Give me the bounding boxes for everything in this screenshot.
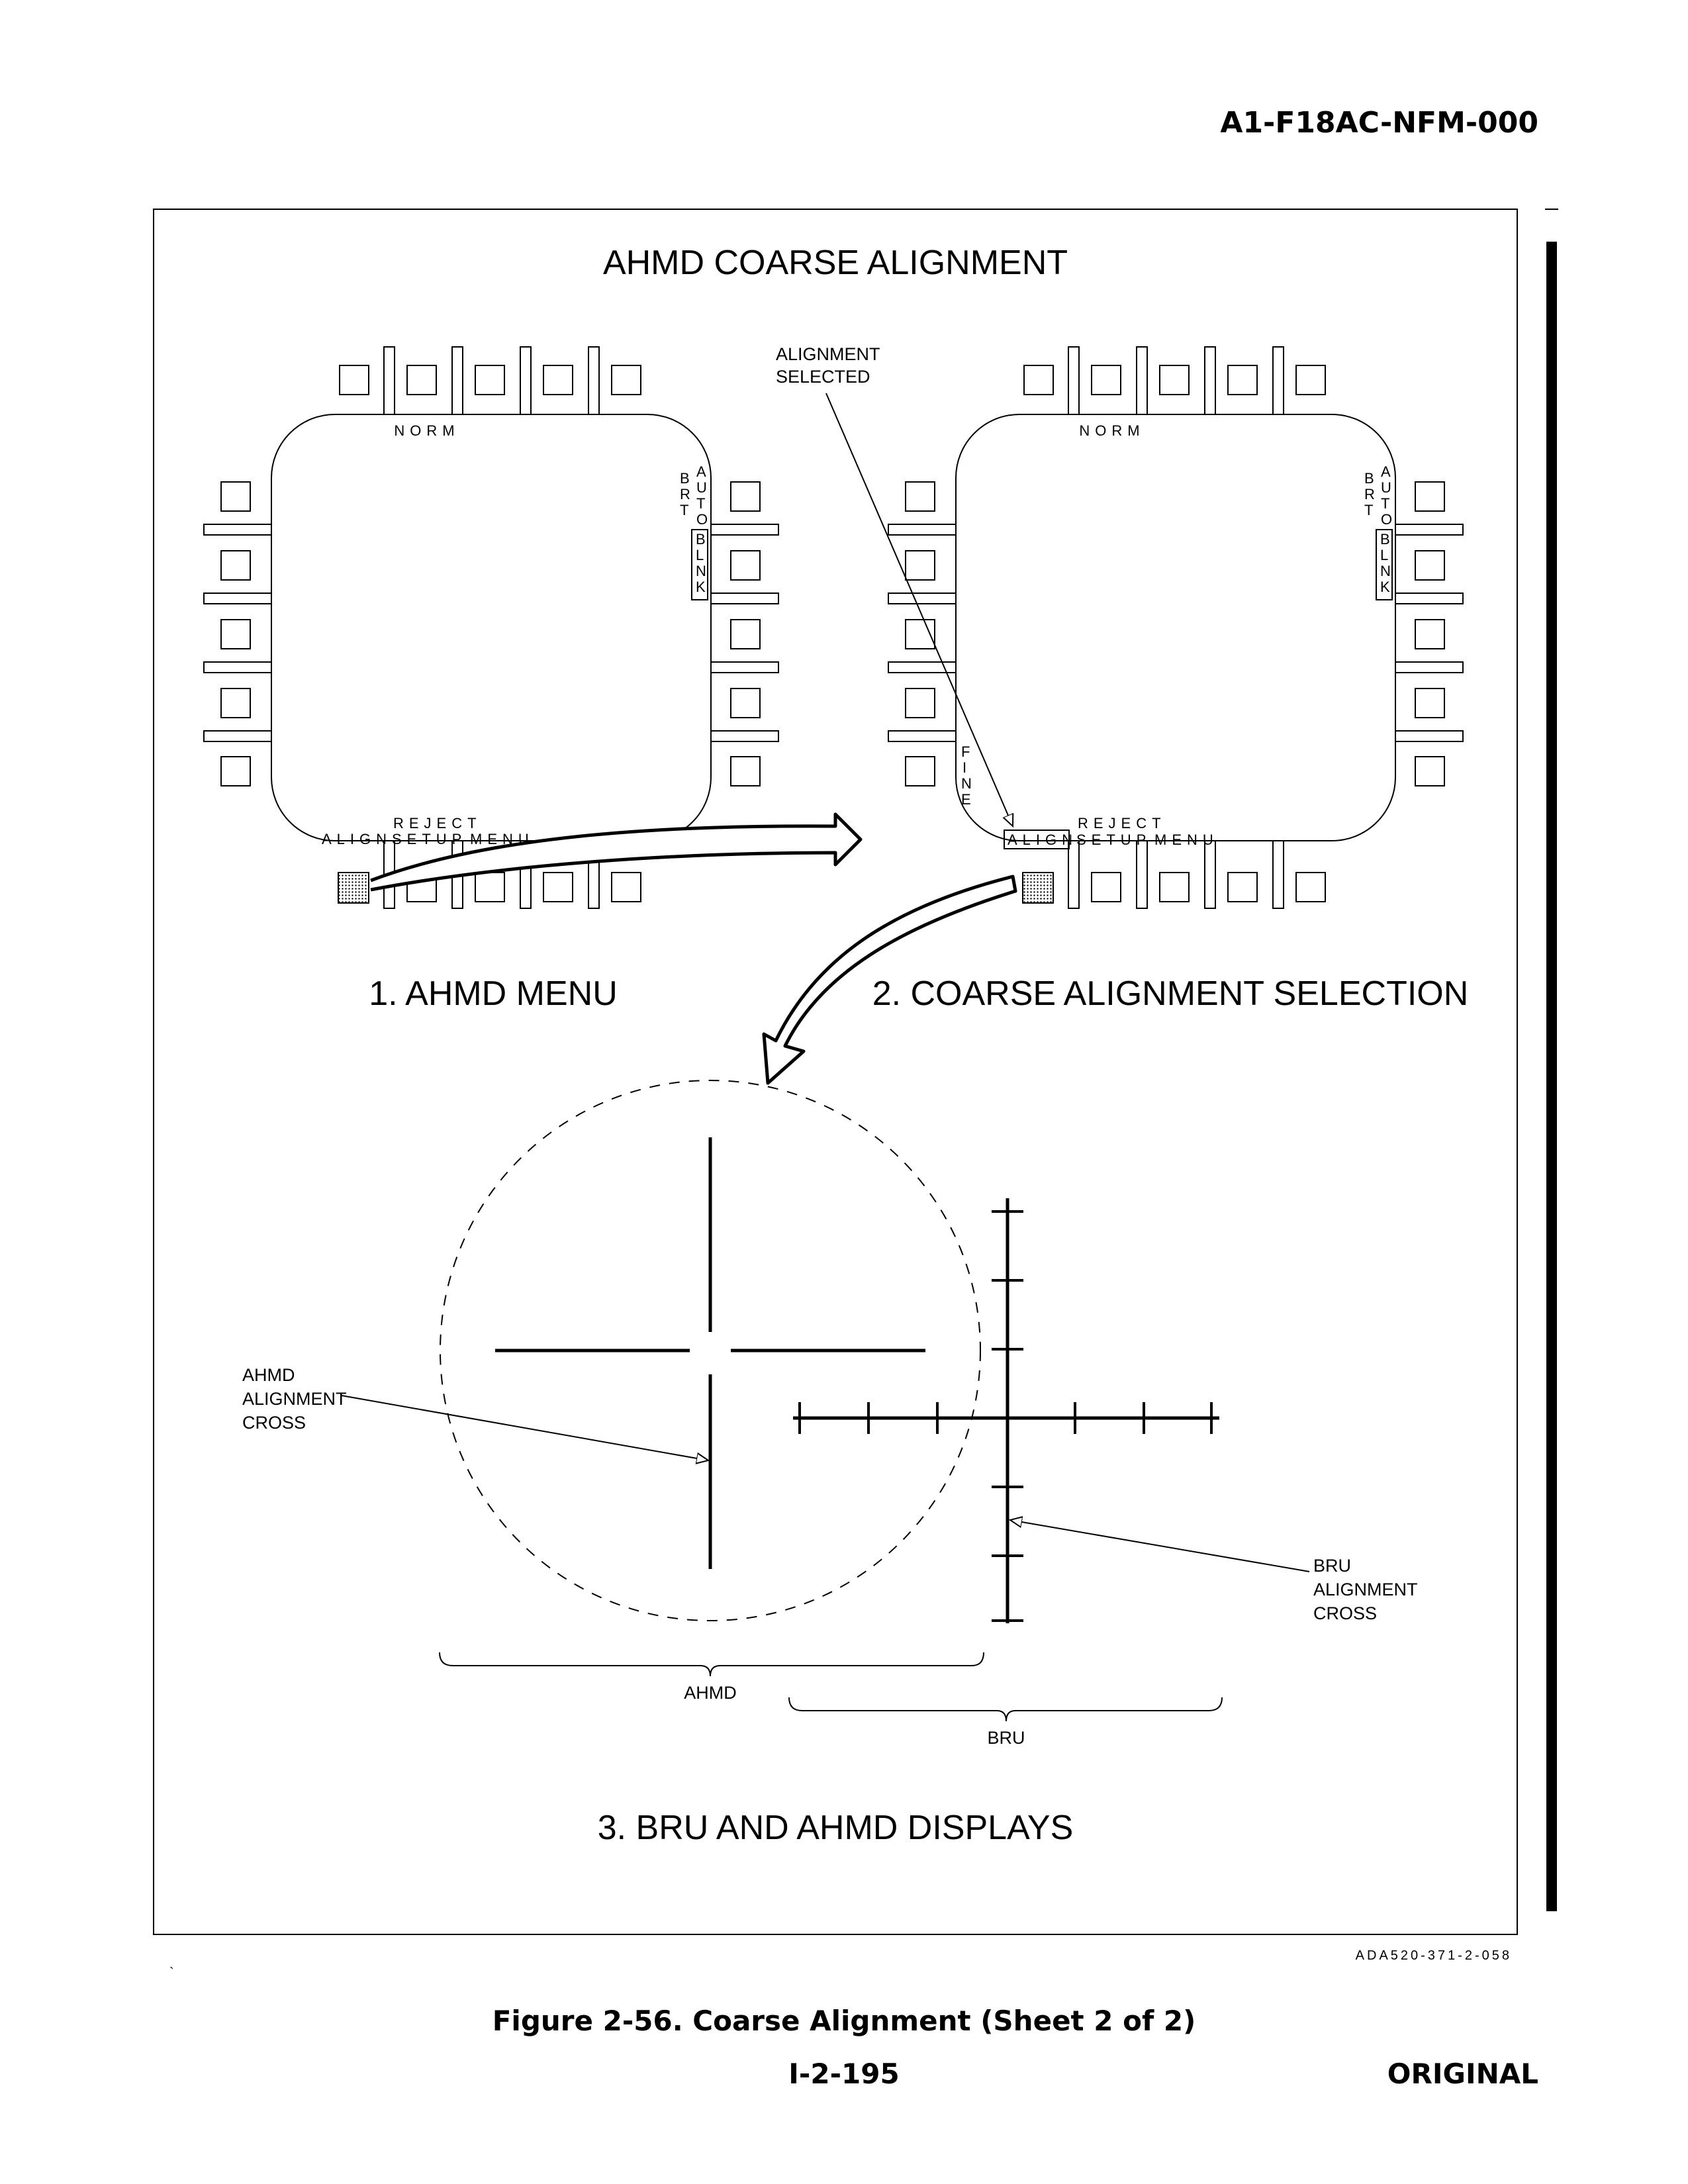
norm-label: NORM (394, 422, 459, 439)
blnk-letter-n: N (696, 563, 706, 579)
bru-brace (788, 1697, 1223, 1722)
ahmd-callout-line3: CROSS (242, 1413, 306, 1433)
ahmd-callout-line2: ALIGNMENT (242, 1389, 347, 1409)
fine-letter-e: E (961, 791, 971, 808)
figure-caption: Figure 2-56. Coarse Alignment (Sheet 2 o… (492, 2005, 1196, 2037)
coarse-alignment-selection-display: NORM B R T A U T O B L N K F I N E REJEC… (888, 346, 1464, 909)
auto-letter-u: U (696, 479, 707, 496)
caption-coarse-alignment-selection: 2. COARSE ALIGNMENT SELECTION (872, 974, 1469, 1013)
brt-letter-t: T (1364, 502, 1373, 518)
ahmd-brace-label: AHMD (684, 1683, 737, 1703)
brt-letter-b: B (1364, 470, 1374, 487)
fine-letter-f: F (961, 743, 970, 760)
left-pushbuttons (203, 481, 272, 786)
ahmd-callout-leader (341, 1395, 708, 1460)
figure-title: AHMD COARSE ALIGNMENT (603, 244, 1068, 282)
auto-letter-u: U (1381, 479, 1391, 496)
bru-brace-label: BRU (987, 1728, 1025, 1748)
setup-label: SETUP (392, 831, 467, 847)
change-bar (1546, 242, 1557, 1911)
bru-callout-line1: BRU (1313, 1556, 1351, 1576)
alignment-selected-callout-line1: ALIGNMENT (776, 344, 880, 364)
blnk-letter-b: B (1380, 531, 1390, 547)
blnk-letter-n: N (1380, 563, 1391, 579)
fine-letter-n: N (961, 775, 972, 792)
display-screen (271, 414, 712, 841)
figure-frame (153, 209, 1518, 1935)
right-pushbuttons (1395, 481, 1464, 786)
blnk-letter-b: B (696, 531, 706, 547)
blnk-letter-l: L (1380, 547, 1388, 563)
brt-letter-t: T (680, 502, 688, 518)
auto-letter-o: O (1381, 511, 1392, 528)
bru-alignment-cross (793, 1198, 1219, 1623)
norm-label: NORM (1079, 422, 1145, 439)
page-number: I-2-195 (788, 2058, 900, 2090)
fine-letter-i: I (962, 759, 966, 776)
caption-ahmd-menu: 1. AHMD MENU (369, 974, 618, 1013)
alignment-selected-leader (825, 393, 1013, 826)
ahmd-field-of-view-circle (440, 1080, 981, 1621)
alignment-selected-callout-line2: SELECTED (776, 367, 870, 387)
display-screen (955, 414, 1396, 841)
ahmd-alignment-cross (495, 1137, 925, 1569)
artwork-id: ADA520-371-2-058 (1356, 1948, 1512, 1963)
blnk-box (691, 529, 708, 600)
brt-letter-b: B (680, 470, 690, 487)
brt-letter-r: R (1364, 486, 1375, 502)
bru-callout-line2: ALIGNMENT (1313, 1580, 1418, 1599)
stray-mark: ` (169, 1966, 174, 1980)
caption-bru-and-ahmd-displays: 3. BRU AND AHMD DISPLAYS (598, 1809, 1074, 1847)
ahmd-callout-line1: AHMD (242, 1365, 295, 1385)
document-number: A1-F18AC-NFM-000 (1220, 106, 1538, 140)
right-pushbuttons (710, 481, 779, 786)
blnk-letter-l: L (696, 547, 704, 563)
curved-arrow-to-displays (762, 875, 1017, 1085)
ahmd-brace (439, 1652, 984, 1677)
top-pushbuttons (1023, 346, 1326, 415)
auto-letter-o: O (696, 511, 708, 528)
auto-letter-t: T (1381, 495, 1389, 512)
edition-label: ORIGINAL (1387, 2058, 1538, 2090)
align-boxed-highlight (1004, 830, 1070, 849)
setup-label: SETUP (1076, 831, 1151, 848)
left-pushbuttons (888, 481, 957, 786)
menu-label: MENU (1154, 831, 1219, 848)
ahmd-display (440, 1080, 981, 1621)
blnk-letter-k: K (1380, 579, 1390, 595)
bru-callout-leader (1010, 1520, 1310, 1572)
blnk-letter-k: K (696, 579, 706, 595)
align-label: ALIGN (1008, 831, 1078, 848)
bottom-pushbuttons (1022, 840, 1326, 909)
transition-arrow (370, 812, 863, 892)
bru-callout-line3: CROSS (1313, 1603, 1377, 1623)
align-pushbutton-pressed (338, 872, 369, 904)
reject-label: REJECT (1078, 815, 1166, 831)
auto-letter-a: A (1381, 463, 1391, 480)
reject-label: REJECT (393, 815, 482, 831)
blnk-box (1376, 529, 1393, 600)
ahmd-menu-display: NORM B R T A U T O B L N K REJECT ALIGN … (203, 346, 779, 909)
auto-letter-t: T (696, 495, 705, 512)
align-pushbutton-pressed (1022, 872, 1054, 904)
align-label: ALIGN (322, 831, 392, 847)
auto-letter-a: A (696, 463, 706, 480)
brt-letter-r: R (680, 486, 690, 502)
top-pushbuttons (339, 346, 641, 415)
